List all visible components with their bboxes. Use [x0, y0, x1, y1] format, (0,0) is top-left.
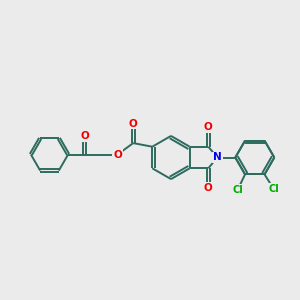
- Text: O: O: [204, 183, 213, 193]
- Text: O: O: [113, 149, 122, 160]
- Text: O: O: [204, 122, 213, 132]
- Text: O: O: [80, 131, 89, 141]
- Text: N: N: [213, 152, 222, 163]
- Text: Cl: Cl: [268, 184, 279, 194]
- Text: O: O: [129, 118, 138, 129]
- Text: Cl: Cl: [232, 185, 243, 195]
